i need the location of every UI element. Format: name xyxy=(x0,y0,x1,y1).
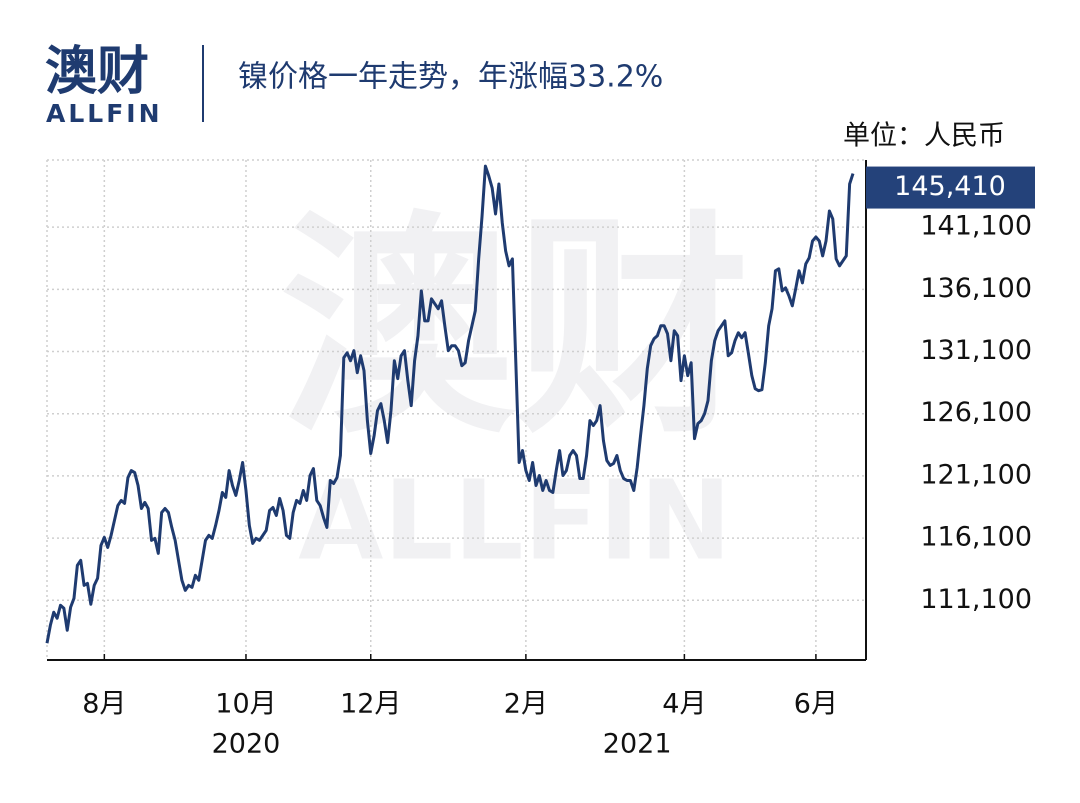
unit-label: 单位：人民币 xyxy=(843,121,1005,152)
logo-name: 澳财 xyxy=(45,42,149,102)
chart-title: 镍价格一年走势，年涨幅33.2% xyxy=(238,60,663,95)
x-tick-label: 8月 xyxy=(82,689,126,720)
x-tick-label: 4月 xyxy=(662,689,706,720)
last-value-label: 145,410 xyxy=(894,171,1006,202)
year-label: 2021 xyxy=(603,729,672,760)
y-tick-label: 116,100 xyxy=(920,522,1032,553)
y-tick-label: 131,100 xyxy=(920,335,1032,366)
x-tick-label: 12月 xyxy=(340,689,401,720)
watermark: 澳财 ALLFIN xyxy=(280,192,750,584)
y-tick-label: 121,100 xyxy=(920,459,1032,490)
x-tick-label: 10月 xyxy=(215,689,276,720)
year-label: 2020 xyxy=(212,729,281,760)
y-tick-label: 111,100 xyxy=(920,584,1032,615)
y-tick-label: 126,100 xyxy=(920,397,1032,428)
x-tick-label: 2月 xyxy=(504,689,548,720)
logo-sub: ALLFIN xyxy=(46,99,163,128)
y-tick-label: 141,100 xyxy=(920,211,1032,242)
y-tick-label: 136,100 xyxy=(920,273,1032,304)
last-value-box xyxy=(866,166,1035,209)
price-line xyxy=(45,164,855,644)
x-tick-label: 6月 xyxy=(794,689,838,720)
